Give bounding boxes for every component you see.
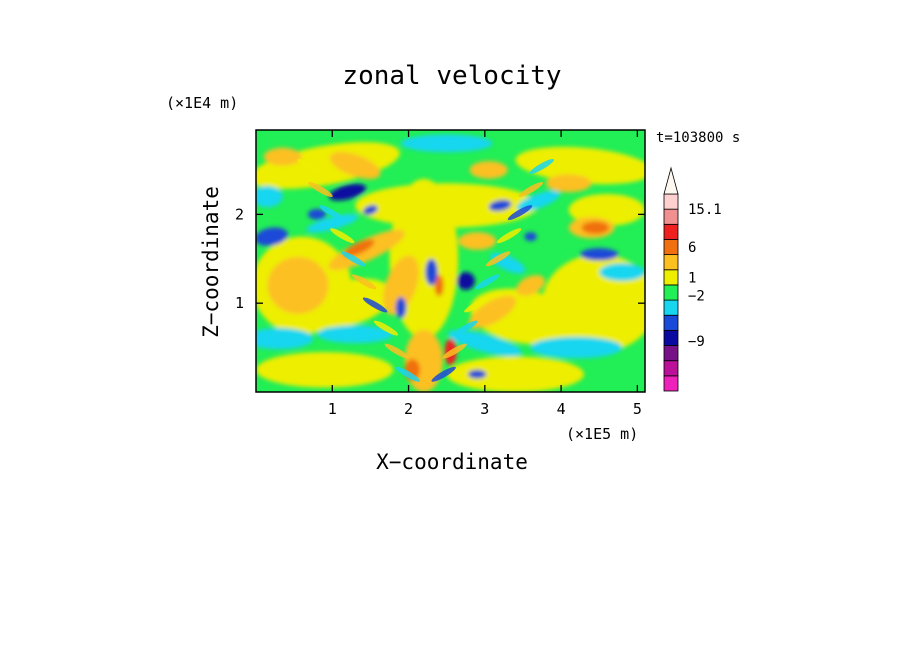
field-blob xyxy=(447,330,522,357)
field-blob xyxy=(355,183,539,228)
wave-streak xyxy=(330,228,355,244)
x-axis-ticks: 1 2 3 4 5 xyxy=(328,130,642,418)
colorbar-segment xyxy=(663,284,679,301)
plot-frame xyxy=(255,129,646,393)
chart-title: zonal velocity xyxy=(342,61,561,91)
field-blob xyxy=(317,325,394,344)
wave-streak xyxy=(464,297,489,313)
y-units-label: (×1E4 m) xyxy=(166,94,238,112)
wave-streak xyxy=(308,182,333,197)
field-blob xyxy=(329,151,381,180)
field-blob xyxy=(524,232,537,242)
colorbar-segment xyxy=(663,360,679,377)
field-blob xyxy=(458,232,497,250)
field-blob xyxy=(468,295,517,329)
colorbar-segment xyxy=(663,254,679,271)
colorbar-label: −9 xyxy=(688,334,705,350)
field-blob xyxy=(256,185,283,208)
wave-streak xyxy=(384,343,410,359)
field-blob xyxy=(400,134,493,153)
field-blob xyxy=(383,255,419,316)
colorbar-segment xyxy=(663,299,679,316)
wave-streak xyxy=(496,228,522,244)
colorbar-segment xyxy=(663,314,679,331)
field-blob xyxy=(469,161,508,179)
colorbar-segment xyxy=(663,239,679,256)
colorbar-label: 1 xyxy=(688,270,696,286)
field-blob xyxy=(306,214,359,233)
field-blob xyxy=(516,275,545,296)
field-blob xyxy=(468,369,487,379)
field-blob xyxy=(363,205,378,215)
y-axis-ticks: 12 xyxy=(235,205,645,312)
colorbar-segment xyxy=(663,329,679,346)
colorbar-segment xyxy=(663,269,679,286)
x-tick-label: 1 xyxy=(328,400,337,418)
y-tick-label: 2 xyxy=(235,205,244,223)
x-tick-label: 3 xyxy=(480,400,489,418)
x-tick-label: 2 xyxy=(404,400,413,418)
wave-streak xyxy=(453,320,478,336)
field-blob xyxy=(256,352,394,388)
field-blob xyxy=(545,174,592,193)
wave-streaks xyxy=(297,158,555,382)
field-blob xyxy=(395,296,407,319)
field-blob xyxy=(456,272,475,290)
colorbar-over-arrow xyxy=(663,166,679,195)
field-blob xyxy=(329,183,367,201)
colorbar-label: 15.1 xyxy=(688,202,722,218)
colorbar-segment xyxy=(663,345,679,362)
wave-streak xyxy=(341,251,366,267)
x-tick-label: 5 xyxy=(633,400,642,418)
wave-streak xyxy=(297,158,322,174)
colorbar-segment xyxy=(663,375,679,392)
velocity-field xyxy=(256,130,645,392)
field-blob xyxy=(256,142,400,189)
wave-streak xyxy=(351,274,377,290)
wave-streak xyxy=(319,205,344,221)
wave-streak xyxy=(529,158,555,174)
wave-streak xyxy=(485,251,511,267)
colorbar-label: −2 xyxy=(688,289,705,305)
field-blob xyxy=(580,248,619,261)
wave-streak xyxy=(373,320,399,336)
field-blob xyxy=(581,221,610,234)
field-blob xyxy=(530,336,623,359)
field-blob xyxy=(515,146,645,185)
wave-streak xyxy=(518,182,544,197)
field-blob xyxy=(343,239,375,257)
colorbar-segment xyxy=(663,193,679,210)
wave-streak xyxy=(395,366,421,382)
field-blob xyxy=(488,199,512,212)
field-blob xyxy=(599,263,645,281)
wave-streak xyxy=(507,205,533,221)
x-units-label: (×1E5 m) xyxy=(566,425,638,443)
field-blobs xyxy=(256,134,645,392)
field-blob xyxy=(434,274,444,297)
field-blob xyxy=(267,257,329,314)
wave-streak xyxy=(442,343,467,359)
colorbar-label: 6 xyxy=(688,240,696,256)
y-tick-label: 1 xyxy=(235,294,244,312)
x-tick-label: 4 xyxy=(557,400,566,418)
field-blob xyxy=(256,227,288,246)
time-label: t=103800 s xyxy=(656,130,740,146)
field-blob xyxy=(307,209,327,220)
wave-streak xyxy=(362,297,388,313)
field-blob xyxy=(425,258,438,286)
field-blob xyxy=(446,356,584,392)
y-axis-label: Z−coordinate xyxy=(199,186,223,338)
wave-streak xyxy=(475,274,500,290)
field-blob xyxy=(263,147,302,166)
field-blob xyxy=(256,328,314,350)
x-axis-label: X−coordinate xyxy=(376,450,528,474)
colorbar-segment xyxy=(663,223,679,240)
colorbar-segment xyxy=(663,208,679,225)
colorbar: 15.1 6 1 −2 −9 xyxy=(663,166,722,392)
wave-streak xyxy=(431,366,456,382)
